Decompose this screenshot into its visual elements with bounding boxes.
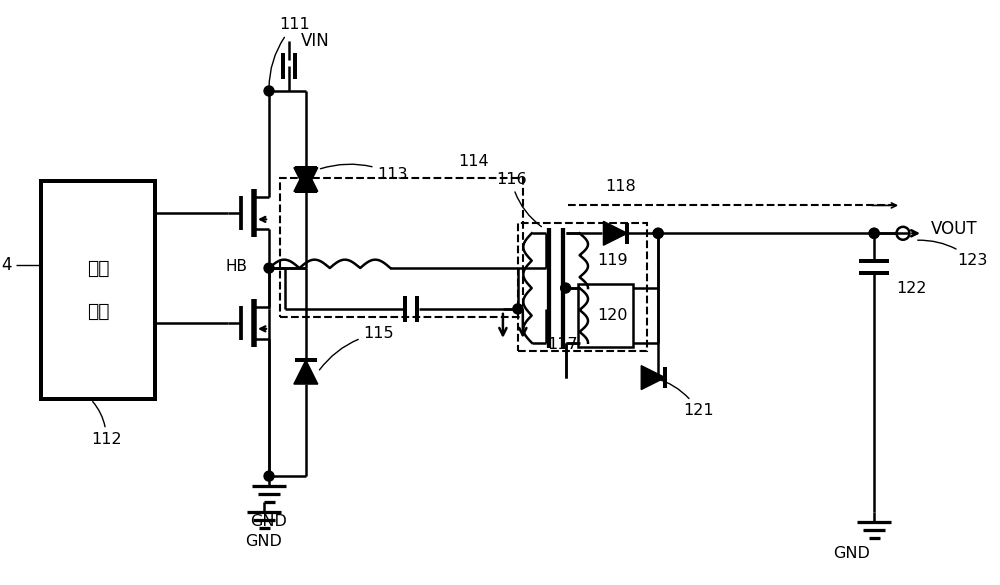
- Circle shape: [264, 471, 274, 481]
- Text: GND: GND: [251, 514, 287, 529]
- Polygon shape: [294, 167, 318, 191]
- Text: 120: 120: [597, 308, 628, 323]
- Text: 116: 116: [496, 171, 541, 226]
- Bar: [578, 284, 633, 347]
- Text: 113: 113: [320, 164, 408, 181]
- Text: GND: GND: [833, 546, 870, 561]
- Text: VOUT: VOUT: [931, 221, 977, 238]
- Bar: [518, 223, 647, 351]
- Polygon shape: [294, 360, 318, 384]
- Text: 模块: 模块: [87, 302, 109, 321]
- Text: 122: 122: [896, 281, 927, 295]
- Circle shape: [561, 283, 571, 293]
- Text: 118: 118: [605, 180, 636, 194]
- Circle shape: [653, 228, 663, 238]
- Polygon shape: [641, 366, 665, 390]
- Text: 114: 114: [458, 154, 489, 168]
- Circle shape: [869, 228, 879, 238]
- Bar: [280, 178, 523, 317]
- Text: 119: 119: [597, 253, 628, 268]
- Text: 123: 123: [918, 240, 988, 268]
- Text: 121: 121: [656, 378, 714, 418]
- Text: 115: 115: [319, 326, 394, 370]
- Polygon shape: [603, 221, 627, 245]
- Circle shape: [264, 86, 274, 96]
- Bar: [41, 181, 155, 400]
- Text: 控制: 控制: [87, 259, 109, 278]
- Text: 111: 111: [269, 17, 310, 88]
- Text: 117: 117: [548, 337, 578, 352]
- Circle shape: [869, 228, 879, 238]
- Text: HB: HB: [225, 259, 247, 274]
- Circle shape: [653, 228, 663, 238]
- Circle shape: [264, 263, 274, 273]
- Text: 4: 4: [1, 256, 11, 274]
- Text: VIN: VIN: [301, 32, 330, 50]
- Text: 112: 112: [91, 401, 122, 448]
- Circle shape: [513, 304, 523, 314]
- Polygon shape: [294, 167, 318, 191]
- Text: GND: GND: [246, 534, 282, 549]
